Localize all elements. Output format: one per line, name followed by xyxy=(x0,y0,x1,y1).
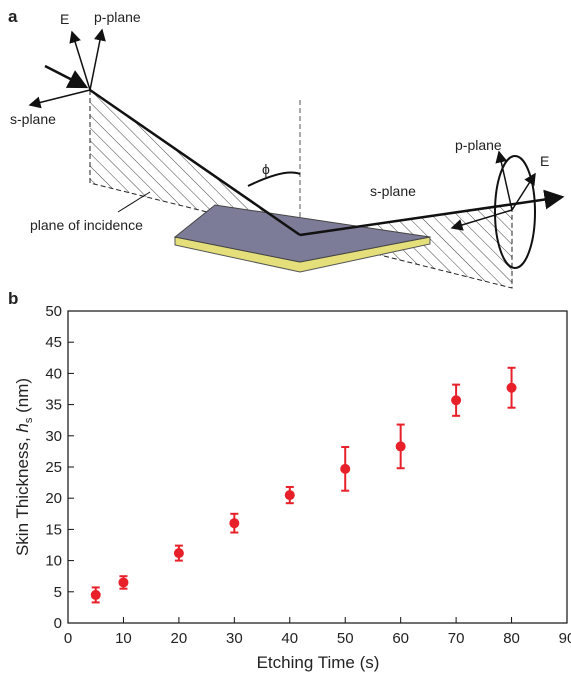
panel-label: a xyxy=(8,7,18,26)
point xyxy=(284,490,295,501)
x-tick-label: 80 xyxy=(503,630,520,647)
y-tick-label: 25 xyxy=(45,459,62,476)
e-arrow-out xyxy=(511,172,536,211)
angle-arc xyxy=(247,171,301,187)
y-tick-label: 15 xyxy=(45,521,62,538)
point xyxy=(90,589,101,600)
point xyxy=(229,518,240,529)
y-label-part: Skin Thickness, xyxy=(13,433,32,556)
x-tick-label: 90 xyxy=(559,630,571,647)
y-tick-label: 35 xyxy=(45,397,62,414)
label: ϕ xyxy=(262,161,270,177)
polarization-ellipse xyxy=(494,155,536,269)
x-tick-label: 0 xyxy=(64,630,72,647)
x-tick-label: 10 xyxy=(115,630,132,647)
plot-frame xyxy=(67,310,568,624)
y-axis-label: Skin Thickness, hs (nm) xyxy=(13,378,35,556)
label: s-plane xyxy=(370,183,416,199)
y-tick-label: 50 xyxy=(45,303,62,320)
point xyxy=(173,548,184,559)
label: s-plane xyxy=(10,111,56,127)
x-tick-label: 20 xyxy=(171,630,188,647)
y-tick-label: 30 xyxy=(45,428,62,445)
x-tick-label: 50 xyxy=(337,630,354,647)
plot: b Etching Time (s) Skin Thickness, hs (n… xyxy=(8,289,568,672)
p-arrow xyxy=(89,28,106,91)
y-tick-label: 10 xyxy=(45,553,62,570)
y-tick-label: 40 xyxy=(45,365,62,382)
s-arrow xyxy=(28,89,91,109)
point xyxy=(340,463,351,474)
x-tick-label: 30 xyxy=(226,630,243,647)
leader-line xyxy=(117,191,151,213)
x-tick-label: 70 xyxy=(448,630,465,647)
point xyxy=(118,577,129,588)
diagram: a E p-plane s-plane ϕ plane of incidence… xyxy=(8,7,565,289)
y-label-part: s xyxy=(23,417,35,423)
y-tick-label: 5 xyxy=(54,584,62,601)
point xyxy=(395,441,406,452)
label: p-plane xyxy=(94,9,141,25)
p-arrow-out xyxy=(495,150,513,211)
point xyxy=(506,382,517,393)
y-label-part: h xyxy=(13,423,32,432)
y-tick-label: 0 xyxy=(54,615,62,632)
label: E xyxy=(60,11,69,27)
incident-beam xyxy=(89,88,301,237)
y-tick-label: 20 xyxy=(45,490,62,507)
label: plane of incidence xyxy=(30,217,143,233)
x-tick-label: 60 xyxy=(392,630,409,647)
y-label-part: (nm) xyxy=(13,378,32,418)
panel-label: b xyxy=(8,289,18,308)
x-tick-label: 40 xyxy=(281,630,298,647)
reflected-beam xyxy=(299,189,565,237)
x-axis-label: Etching Time (s) xyxy=(257,653,380,672)
label: E xyxy=(540,153,549,169)
label: p-plane xyxy=(455,137,502,153)
y-tick-label: 45 xyxy=(45,334,62,351)
s-arrow-out xyxy=(450,209,513,231)
point xyxy=(451,395,462,406)
incident-arrow xyxy=(44,64,89,89)
e-arrow xyxy=(69,30,91,91)
